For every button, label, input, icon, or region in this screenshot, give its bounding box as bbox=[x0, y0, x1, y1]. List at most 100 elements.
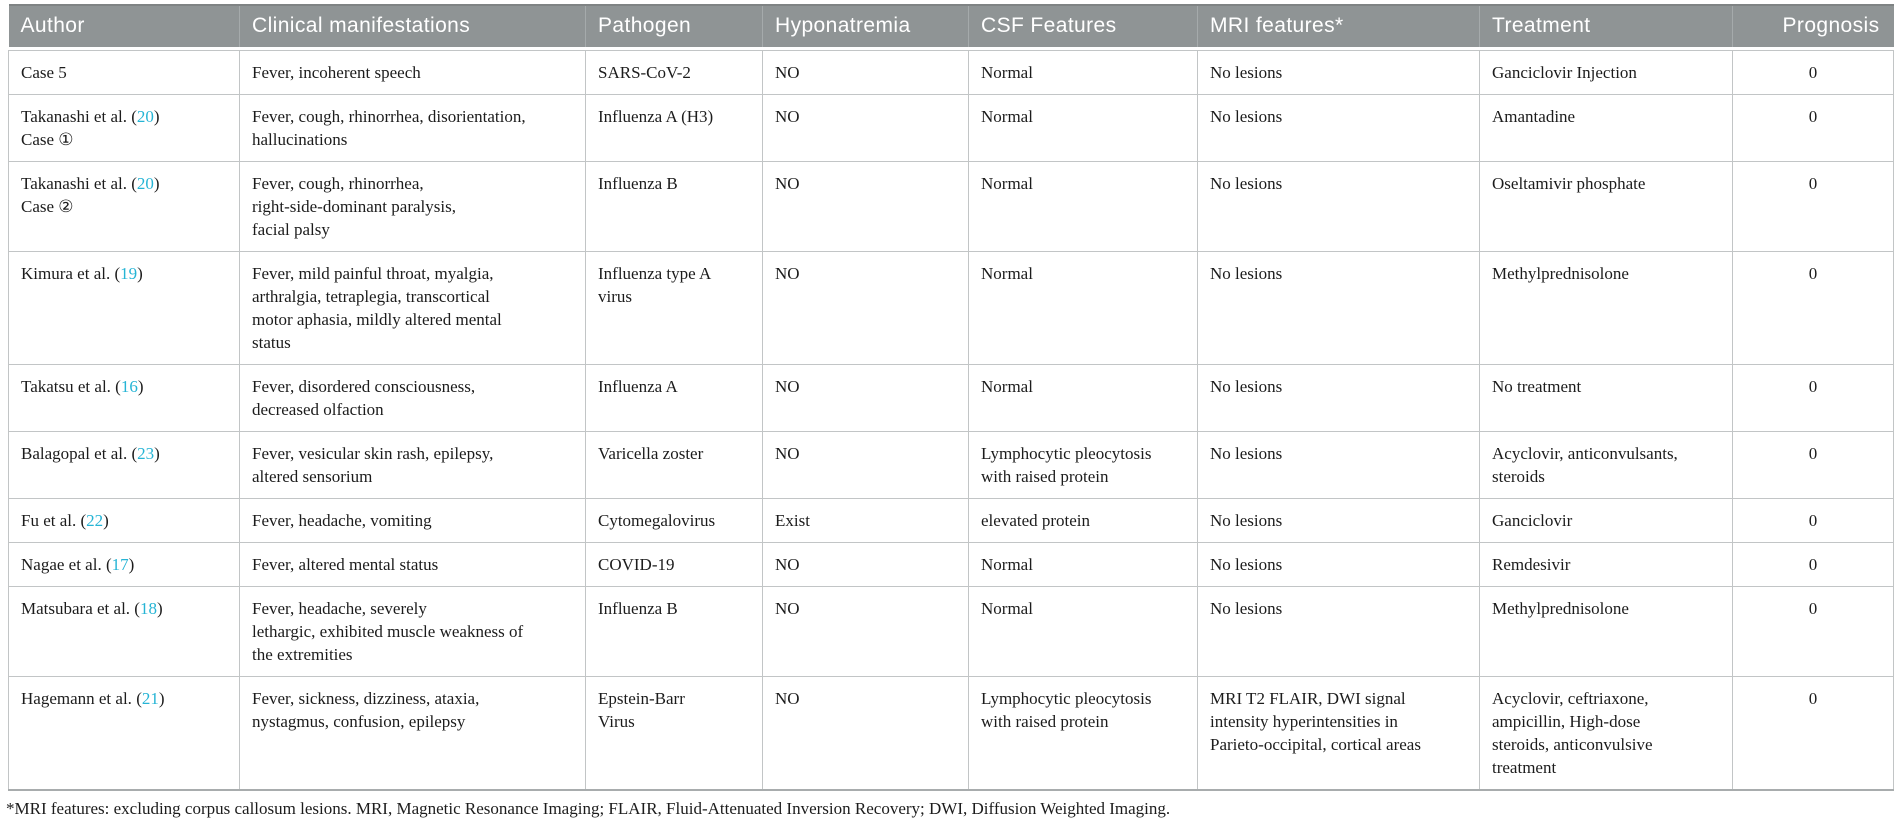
hyponatremia-cell: NO bbox=[762, 50, 969, 95]
pathogen-cell: Influenza B bbox=[585, 586, 763, 677]
mri-cell: No lesions bbox=[1197, 94, 1480, 162]
treatment-cell: Ganciclovir bbox=[1479, 498, 1733, 543]
mri-cell: No lesions bbox=[1197, 364, 1480, 432]
author-name: Takanashi et al. bbox=[21, 174, 127, 193]
hyponatremia-cell: NO bbox=[762, 542, 969, 587]
prognosis-cell: 0 bbox=[1732, 94, 1894, 162]
table-body: Case 5 Fever, incoherent speech SARS-CoV-2… bbox=[8, 47, 1894, 791]
csf-cell: Normal bbox=[968, 161, 1198, 252]
clinical-cell: Fever, vesicular skin rash, epilepsy, al… bbox=[239, 431, 586, 499]
prognosis-cell: 0 bbox=[1732, 676, 1894, 791]
table-row: Hagemann et al. (21) Fever, sickness, diz… bbox=[8, 676, 1894, 791]
hyponatremia-cell: Exist bbox=[762, 498, 969, 543]
csf-cell: Lymphocytic pleocytosis with raised prot… bbox=[968, 431, 1198, 499]
author-cell: Hagemann et al. (21) bbox=[8, 676, 240, 791]
citation-link[interactable]: 22 bbox=[86, 511, 104, 530]
header-gap-cell bbox=[8, 47, 1894, 51]
mri-cell: MRI T2 FLAIR, DWI signal intensity hyper… bbox=[1197, 676, 1480, 791]
hyponatremia-cell: NO bbox=[762, 251, 969, 365]
pathogen-cell: Epstein-Barr Virus bbox=[585, 676, 763, 791]
prognosis-cell: 0 bbox=[1732, 542, 1894, 587]
hyponatremia-cell: NO bbox=[762, 161, 969, 252]
column-header-author: Author bbox=[8, 4, 240, 47]
header-row: Author Clinical manifestations Pathogen Hyp… bbox=[8, 4, 1894, 47]
column-header-csf: CSF Features bbox=[968, 4, 1198, 47]
table-row: Kimura et al. (19) Fever, mild painful th… bbox=[8, 251, 1894, 365]
column-header-clinical: Clinical manifestations bbox=[239, 4, 586, 47]
prognosis-cell: 0 bbox=[1732, 251, 1894, 365]
citation-link[interactable]: 20 bbox=[136, 107, 154, 126]
author-cell: Takanashi et al. (20) Case ① bbox=[8, 94, 240, 162]
csf-cell: Normal bbox=[968, 94, 1198, 162]
prognosis-cell: 0 bbox=[1732, 498, 1894, 543]
table-row: Takatsu et al. (16) Fever, disordered con… bbox=[8, 364, 1894, 432]
citation-link[interactable]: 21 bbox=[141, 689, 159, 708]
author-cell: Nagae et al. (17) bbox=[8, 542, 240, 587]
prognosis-cell: 0 bbox=[1732, 586, 1894, 677]
hyponatremia-cell: NO bbox=[762, 364, 969, 432]
citation-link[interactable]: 18 bbox=[139, 599, 157, 618]
pathogen-cell: Cytomegalovirus bbox=[585, 498, 763, 543]
column-header-pathogen: Pathogen bbox=[585, 4, 763, 47]
table-row: Nagae et al. (17) Fever, altered mental s… bbox=[8, 542, 1894, 587]
pathogen-cell: Influenza A bbox=[585, 364, 763, 432]
mri-cell: No lesions bbox=[1197, 431, 1480, 499]
treatment-cell: Ganciclovir Injection bbox=[1479, 50, 1733, 95]
pathogen-cell: Influenza B bbox=[585, 161, 763, 252]
pathogen-cell: Influenza A (H3) bbox=[585, 94, 763, 162]
pathogen-cell: SARS-CoV-2 bbox=[585, 50, 763, 95]
mri-cell: No lesions bbox=[1197, 542, 1480, 587]
author-name: Takanashi et al. bbox=[21, 107, 127, 126]
prognosis-cell: 0 bbox=[1732, 364, 1894, 432]
csf-cell: Normal bbox=[968, 251, 1198, 365]
clinical-cell: Fever, altered mental status bbox=[239, 542, 586, 587]
author-name: Takatsu et al. bbox=[21, 377, 111, 396]
table-footnote: *MRI features: excluding corpus callosum… bbox=[6, 799, 1171, 818]
hyponatremia-cell: NO bbox=[762, 676, 969, 791]
author-name: Nagae et al. bbox=[21, 555, 102, 574]
header-gap bbox=[8, 47, 1894, 51]
mri-cell: No lesions bbox=[1197, 161, 1480, 252]
table-header: Author Clinical manifestations Pathogen Hyp… bbox=[8, 4, 1894, 47]
author-cell: Takanashi et al. (20) Case ② bbox=[8, 161, 240, 252]
column-header-treatment: Treatment bbox=[1479, 4, 1733, 47]
author-cell: Takatsu et al. (16) bbox=[8, 364, 240, 432]
csf-cell: Lymphocytic pleocytosis with raised prot… bbox=[968, 676, 1198, 791]
table-row: Fu et al. (22) Fever, headache, vomiting C… bbox=[8, 498, 1894, 543]
prognosis-cell: 0 bbox=[1732, 50, 1894, 95]
citation-link[interactable]: 23 bbox=[137, 444, 155, 463]
citation-link[interactable]: 17 bbox=[111, 555, 129, 574]
treatment-cell: Oseltamivir phosphate bbox=[1479, 161, 1733, 252]
citation-link[interactable]: 19 bbox=[120, 264, 138, 283]
author-name: Balagopal et al. bbox=[21, 444, 128, 463]
author-name: Fu et al. bbox=[21, 511, 77, 530]
author-cell: Case 5 bbox=[8, 50, 240, 95]
clinical-cell: Fever, disordered consciousness, decreas… bbox=[239, 364, 586, 432]
table-row: Case 5 Fever, incoherent speech SARS-CoV-2… bbox=[8, 50, 1894, 95]
case-reports-table: Author Clinical manifestations Pathogen Hyp… bbox=[8, 4, 1894, 791]
pathogen-cell: COVID-19 bbox=[585, 542, 763, 587]
table-row: Matsubara et al. (18) Fever, headache, se… bbox=[8, 586, 1894, 677]
treatment-cell: Acyclovir, ceftriaxone, ampicillin, High… bbox=[1479, 676, 1733, 791]
prognosis-cell: 0 bbox=[1732, 161, 1894, 252]
treatment-cell: Acyclovir, anticonvulsants, steroids bbox=[1479, 431, 1733, 499]
column-header-hyponatremia: Hyponatremia bbox=[762, 4, 969, 47]
author-cell: Fu et al. (22) bbox=[8, 498, 240, 543]
table-row: Balagopal et al. (23) Fever, vesicular sk… bbox=[8, 431, 1894, 499]
treatment-cell: Remdesivir bbox=[1479, 542, 1733, 587]
author-name: Matsubara et al. bbox=[21, 599, 131, 618]
author-case-label: Case ① bbox=[21, 130, 74, 149]
author-name: Case 5 bbox=[21, 63, 67, 82]
pathogen-cell: Influenza type A virus bbox=[585, 251, 763, 365]
mri-cell: No lesions bbox=[1197, 251, 1480, 365]
clinical-cell: Fever, cough, rhinorrhea, disorientation… bbox=[239, 94, 586, 162]
author-cell: Matsubara et al. (18) bbox=[8, 586, 240, 677]
citation-link[interactable]: 16 bbox=[120, 377, 138, 396]
hyponatremia-cell: NO bbox=[762, 586, 969, 677]
hyponatremia-cell: NO bbox=[762, 94, 969, 162]
column-header-prognosis: Prognosis bbox=[1732, 4, 1894, 47]
citation-link[interactable]: 20 bbox=[136, 174, 154, 193]
author-case-label: Case ② bbox=[21, 197, 74, 216]
csf-cell: elevated protein bbox=[968, 498, 1198, 543]
author-name: Kimura et al. bbox=[21, 264, 111, 283]
